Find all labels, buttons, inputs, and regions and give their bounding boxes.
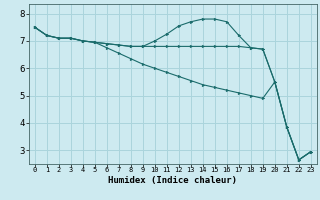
X-axis label: Humidex (Indice chaleur): Humidex (Indice chaleur) — [108, 176, 237, 185]
